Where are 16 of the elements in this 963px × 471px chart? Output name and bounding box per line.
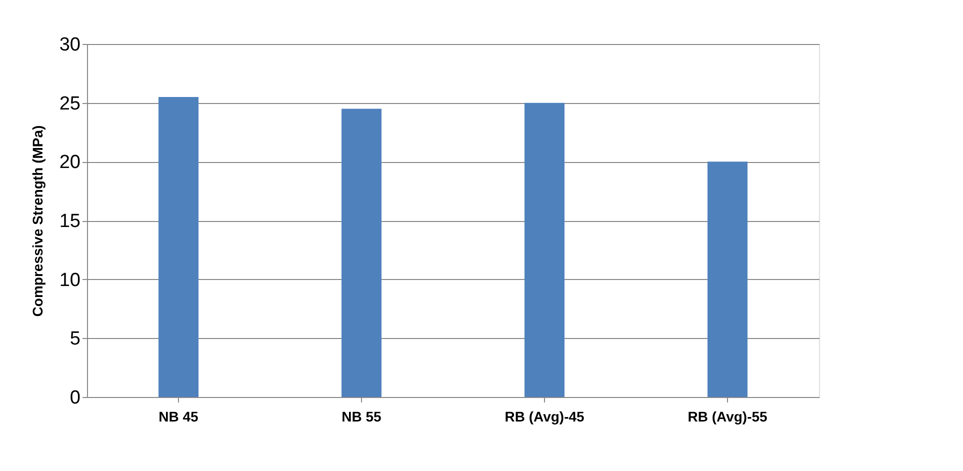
x-tick-label: RB (Avg)-55 (688, 408, 768, 424)
bar (342, 108, 382, 397)
y-tick-label: 5 (70, 328, 80, 350)
y-tick-label: 25 (59, 93, 80, 114)
x-tick-label: RB (Avg)-45 (504, 408, 585, 424)
y-tick-label: 0 (70, 388, 80, 408)
x-tick-label: NB 45 (158, 408, 199, 424)
y-tick-label: 15 (59, 211, 80, 232)
y-tick-label: 20 (59, 152, 80, 174)
bar (158, 96, 198, 397)
bar (524, 102, 564, 397)
y-axis-title: Compressive Strength (MPa) (29, 125, 46, 317)
y-tick-label: 10 (59, 270, 80, 291)
bar (708, 162, 748, 397)
x-tick-label: NB 55 (342, 408, 382, 424)
y-tick-label: 30 (59, 34, 80, 56)
